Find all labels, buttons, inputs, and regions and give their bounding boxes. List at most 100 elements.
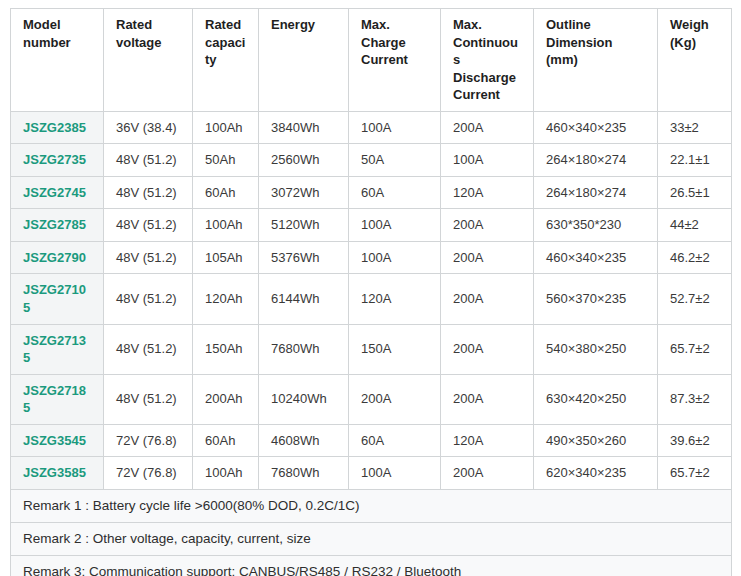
column-header-energy: Energy — [259, 9, 349, 112]
cell-max-continuous-discharge-current: 200A — [441, 457, 534, 490]
model-link[interactable]: JSZG27105 — [11, 274, 104, 324]
column-header-outline-dimension: Outline Dimension (mm) — [534, 9, 658, 112]
column-header-max-charge-current: Max. Charge Current — [349, 9, 441, 112]
cell-rated-voltage: 36V (38.4) — [104, 111, 193, 144]
cell-outline-dimension: 264×180×274 — [534, 176, 658, 209]
spec-table: Model number Rated voltage Rated capacit… — [10, 8, 732, 576]
table-row: JSZG358572V (76.8)100Ah7680Wh100A200A620… — [11, 457, 732, 490]
cell-max-charge-current: 120A — [349, 274, 441, 324]
cell-rated-capacity: 60Ah — [193, 424, 259, 457]
cell-max-continuous-discharge-current: 100A — [441, 144, 534, 177]
model-link[interactable]: JSZG2385 — [11, 111, 104, 144]
table-row: JSZG354572V (76.8)60Ah4608Wh60A120A490×3… — [11, 424, 732, 457]
cell-rated-voltage: 48V (51.2) — [104, 374, 193, 424]
model-link[interactable]: JSZG2790 — [11, 241, 104, 274]
page: Model number Rated voltage Rated capacit… — [0, 0, 741, 576]
cell-rated-voltage: 48V (51.2) — [104, 176, 193, 209]
cell-weigh: 33±2 — [658, 111, 732, 144]
cell-max-charge-current: 200A — [349, 374, 441, 424]
cell-max-continuous-discharge-current: 120A — [441, 424, 534, 457]
cell-max-charge-current: 100A — [349, 111, 441, 144]
cell-weigh: 22.1±1 — [658, 144, 732, 177]
cell-max-continuous-discharge-current: 200A — [441, 241, 534, 274]
cell-weigh: 26.5±1 — [658, 176, 732, 209]
model-link[interactable]: JSZG27185 — [11, 374, 104, 424]
cell-max-charge-current: 100A — [349, 241, 441, 274]
cell-energy: 3840Wh — [259, 111, 349, 144]
table-row: JSZG273548V (51.2)50Ah2560Wh50A100A264×1… — [11, 144, 732, 177]
cell-rated-voltage: 48V (51.2) — [104, 144, 193, 177]
table-row: JSZG2718548V (51.2)200Ah10240Wh200A200A6… — [11, 374, 732, 424]
header-row: Model number Rated voltage Rated capacit… — [11, 9, 732, 112]
table-row: JSZG278548V (51.2)100Ah5120Wh100A200A630… — [11, 209, 732, 242]
cell-rated-capacity: 200Ah — [193, 374, 259, 424]
remark-row-2: Remark 2 : Other voltage, capacity, curr… — [11, 523, 732, 556]
remark-1-text: Remark 1 : Battery cycle life >6000(80% … — [11, 489, 732, 522]
cell-rated-capacity: 100Ah — [193, 457, 259, 490]
cell-weigh: 52.7±2 — [658, 274, 732, 324]
model-link[interactable]: JSZG2785 — [11, 209, 104, 242]
remark-3-text: Remark 3: Communication support: CANBUS/… — [11, 556, 732, 576]
cell-rated-voltage: 72V (76.8) — [104, 424, 193, 457]
cell-max-continuous-discharge-current: 200A — [441, 374, 534, 424]
cell-weigh: 87.3±2 — [658, 374, 732, 424]
cell-outline-dimension: 560×370×235 — [534, 274, 658, 324]
cell-max-charge-current: 60A — [349, 176, 441, 209]
cell-energy: 3072Wh — [259, 176, 349, 209]
cell-rated-capacity: 150Ah — [193, 324, 259, 374]
cell-energy: 2560Wh — [259, 144, 349, 177]
remark-row-1: Remark 1 : Battery cycle life >6000(80% … — [11, 489, 732, 522]
cell-max-charge-current: 100A — [349, 209, 441, 242]
cell-rated-capacity: 100Ah — [193, 209, 259, 242]
model-link[interactable]: JSZG3545 — [11, 424, 104, 457]
remark-2-text: Remark 2 : Other voltage, capacity, curr… — [11, 523, 732, 556]
cell-rated-capacity: 60Ah — [193, 176, 259, 209]
cell-rated-voltage: 48V (51.2) — [104, 209, 193, 242]
cell-rated-voltage: 72V (76.8) — [104, 457, 193, 490]
model-link[interactable]: JSZG3585 — [11, 457, 104, 490]
table-row: JSZG238536V (38.4)100Ah3840Wh100A200A460… — [11, 111, 732, 144]
cell-outline-dimension: 630×420×250 — [534, 374, 658, 424]
cell-max-continuous-discharge-current: 200A — [441, 209, 534, 242]
cell-max-charge-current: 60A — [349, 424, 441, 457]
cell-outline-dimension: 264×180×274 — [534, 144, 658, 177]
model-link[interactable]: JSZG2745 — [11, 176, 104, 209]
cell-rated-voltage: 48V (51.2) — [104, 241, 193, 274]
model-link[interactable]: JSZG27135 — [11, 324, 104, 374]
cell-max-continuous-discharge-current: 200A — [441, 274, 534, 324]
cell-outline-dimension: 460×340×235 — [534, 111, 658, 144]
cell-rated-capacity: 120Ah — [193, 274, 259, 324]
cell-outline-dimension: 620×340×235 — [534, 457, 658, 490]
cell-energy: 7680Wh — [259, 324, 349, 374]
cell-outline-dimension: 630*350*230 — [534, 209, 658, 242]
table-row: JSZG279048V (51.2)105Ah5376Wh100A200A460… — [11, 241, 732, 274]
table-row: JSZG2710548V (51.2)120Ah6144Wh120A200A56… — [11, 274, 732, 324]
cell-energy: 5120Wh — [259, 209, 349, 242]
cell-max-charge-current: 150A — [349, 324, 441, 374]
column-header-max-continuous-discharge-current: Max. Continuous Discharge Current — [441, 9, 534, 112]
remark-row-3: Remark 3: Communication support: CANBUS/… — [11, 556, 732, 576]
spec-table-body: JSZG238536V (38.4)100Ah3840Wh100A200A460… — [11, 111, 732, 489]
cell-energy: 4608Wh — [259, 424, 349, 457]
cell-rated-capacity: 100Ah — [193, 111, 259, 144]
cell-weigh: 65.7±2 — [658, 457, 732, 490]
column-header-rated-capacity: Rated capacity — [193, 9, 259, 112]
cell-max-continuous-discharge-current: 120A — [441, 176, 534, 209]
cell-max-charge-current: 100A — [349, 457, 441, 490]
cell-outline-dimension: 490×350×260 — [534, 424, 658, 457]
model-link[interactable]: JSZG2735 — [11, 144, 104, 177]
cell-rated-capacity: 105Ah — [193, 241, 259, 274]
table-row: JSZG2713548V (51.2)150Ah7680Wh150A200A54… — [11, 324, 732, 374]
column-header-rated-voltage: Rated voltage — [104, 9, 193, 112]
column-header-weigh: Weigh (Kg) — [658, 9, 732, 112]
cell-outline-dimension: 460×340×235 — [534, 241, 658, 274]
cell-rated-voltage: 48V (51.2) — [104, 324, 193, 374]
column-header-model-number: Model number — [11, 9, 104, 112]
table-row: JSZG274548V (51.2)60Ah3072Wh60A120A264×1… — [11, 176, 732, 209]
cell-energy: 10240Wh — [259, 374, 349, 424]
cell-energy: 6144Wh — [259, 274, 349, 324]
cell-weigh: 44±2 — [658, 209, 732, 242]
cell-energy: 5376Wh — [259, 241, 349, 274]
cell-weigh: 39.6±2 — [658, 424, 732, 457]
cell-max-continuous-discharge-current: 200A — [441, 111, 534, 144]
